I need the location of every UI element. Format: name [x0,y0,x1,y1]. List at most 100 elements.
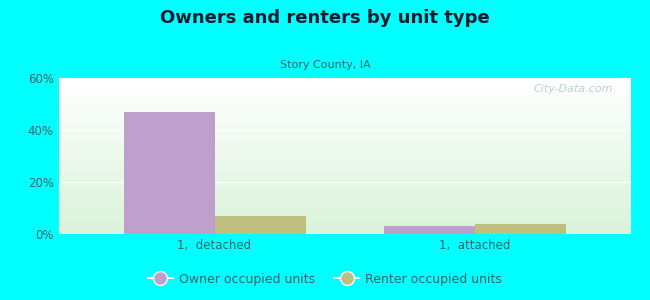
Bar [58,228,630,229]
Bar [58,229,630,231]
Bar [58,123,630,125]
Bar [58,97,630,98]
Legend: Owner occupied units, Renter occupied units: Owner occupied units, Renter occupied un… [143,268,507,291]
Bar [58,151,630,153]
Bar [58,81,630,83]
Bar [58,80,630,81]
Bar [58,172,630,173]
Bar [58,217,630,218]
Bar [58,136,630,137]
Bar [58,232,630,234]
Bar [58,118,630,120]
Bar [58,161,630,162]
Bar [58,192,630,194]
Bar [58,226,630,228]
Bar [58,204,630,206]
Bar [58,101,630,103]
Bar [58,214,630,215]
Bar [474,224,566,234]
Bar [58,164,630,165]
Bar [58,111,630,112]
Bar [384,226,474,234]
Bar [58,187,630,189]
Bar [58,116,630,117]
Bar [58,169,630,170]
Bar [58,100,630,101]
Bar [58,167,630,169]
Bar [58,220,630,221]
Bar [58,128,630,130]
Bar [58,208,630,209]
Bar [58,182,630,184]
Bar [58,92,630,94]
Bar [58,153,630,154]
Bar [58,148,630,150]
Bar [58,223,630,225]
Bar [58,162,630,164]
Bar [58,159,630,161]
Bar [58,186,630,187]
Bar [58,215,630,217]
Bar [58,145,630,147]
Bar [58,181,630,182]
Bar [58,198,630,200]
Bar [58,189,630,190]
Bar [58,89,630,91]
Bar [58,196,630,198]
Bar [58,83,630,84]
Bar [58,94,630,95]
Bar [58,176,630,178]
Bar [124,112,214,234]
Bar [58,126,630,128]
Bar [58,203,630,204]
Bar [58,87,630,89]
Bar [58,201,630,203]
Bar [58,156,630,158]
Bar [58,140,630,142]
Bar [58,137,630,139]
Bar [58,154,630,156]
Bar [58,143,630,145]
Bar [58,150,630,151]
Bar [58,120,630,122]
Bar [58,130,630,131]
Bar [58,131,630,133]
Bar [58,158,630,159]
Bar [58,106,630,108]
Bar [58,134,630,136]
Bar [58,218,630,220]
Bar [58,98,630,100]
Bar [58,95,630,97]
Bar [58,179,630,181]
Bar [58,231,630,232]
Bar [214,216,306,234]
Bar [58,184,630,186]
Bar [58,175,630,176]
Bar [58,78,630,80]
Bar [58,211,630,212]
Bar [58,212,630,214]
Bar [58,194,630,195]
Bar [58,139,630,140]
Bar [58,225,630,226]
Bar [58,206,630,208]
Bar [58,91,630,92]
Bar [58,104,630,106]
Bar [58,170,630,172]
Bar [58,125,630,126]
Text: Story County, IA: Story County, IA [280,60,370,70]
Bar [58,221,630,223]
Bar [58,147,630,148]
Bar [58,108,630,109]
Text: Owners and renters by unit type: Owners and renters by unit type [160,9,490,27]
Bar [58,117,630,118]
Bar [58,209,630,211]
Bar [58,114,630,116]
Bar [58,200,630,201]
Bar [58,86,630,87]
Bar [58,133,630,134]
Bar [58,173,630,175]
Bar [58,165,630,167]
Bar [58,84,630,86]
Bar [58,122,630,123]
